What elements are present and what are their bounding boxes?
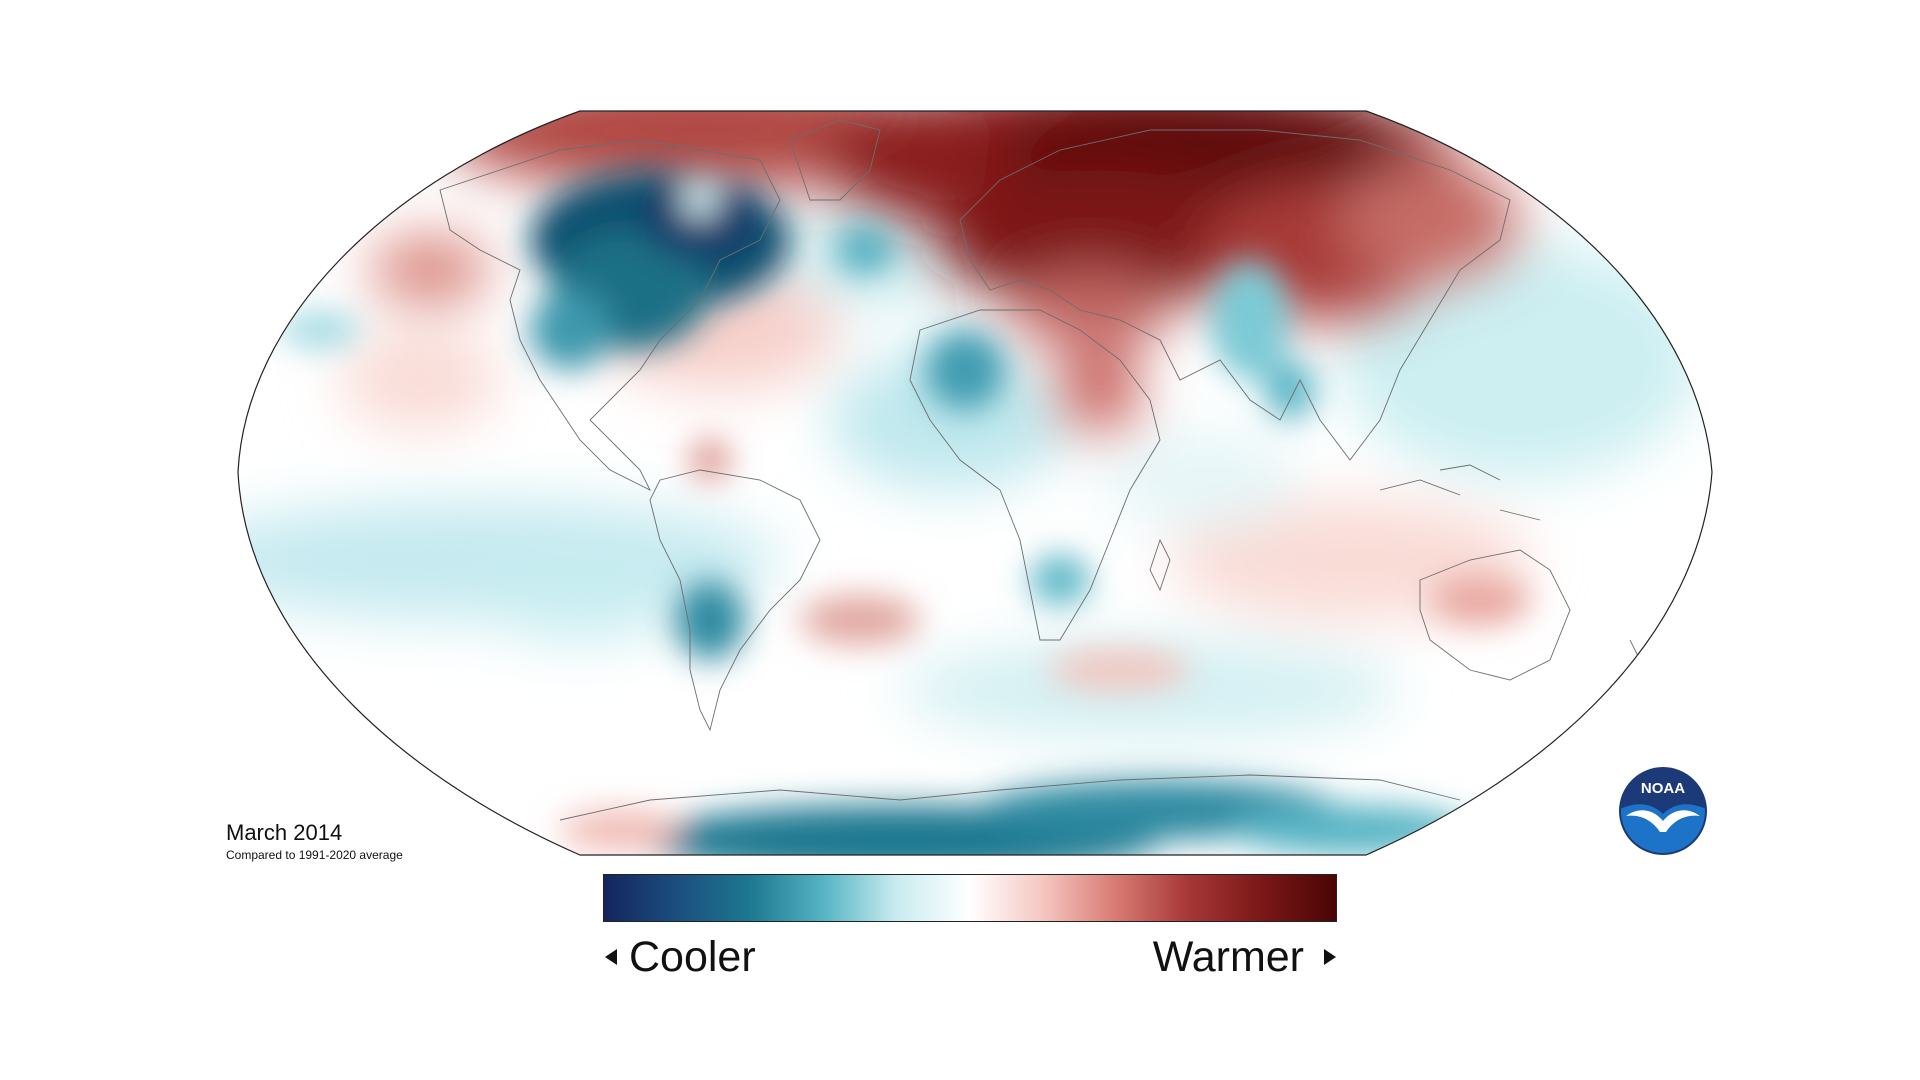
north-america-cold (530, 170, 895, 370)
map-date-label: March 2014 (226, 820, 343, 845)
cooler-text: Cooler (629, 933, 756, 981)
anomaly-color-scale (603, 874, 1337, 922)
left-triangle-icon (605, 949, 617, 965)
coastlines (439, 119, 1641, 821)
noaa-logo-icon: NOAA (1619, 767, 1707, 855)
warmer-text: Warmer (1152, 933, 1304, 981)
warmer-legend-label: Warmer (1153, 932, 1336, 982)
globe-outline (237, 110, 1713, 856)
baseline-label: Compared to 1991-2020 average (226, 848, 403, 862)
right-triangle-icon (1324, 949, 1336, 965)
anomaly-field (238, 111, 1712, 855)
cooler-legend-label: Cooler (605, 932, 756, 982)
arctic-warm-band (370, 111, 1520, 430)
noaa-logo-text: NOAA (1641, 780, 1685, 797)
